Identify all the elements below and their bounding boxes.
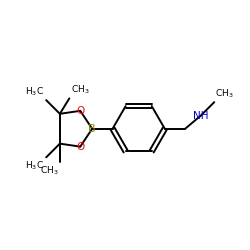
Text: NH: NH <box>193 111 208 121</box>
Text: O: O <box>76 106 84 116</box>
Text: O: O <box>76 142 84 152</box>
Text: B: B <box>88 124 96 134</box>
Text: CH$_3$: CH$_3$ <box>216 87 234 100</box>
Text: CH$_3$: CH$_3$ <box>70 84 89 96</box>
Text: CH$_3$: CH$_3$ <box>40 164 58 176</box>
Text: H$_3$C: H$_3$C <box>25 85 44 98</box>
Text: H$_3$C: H$_3$C <box>25 160 44 172</box>
